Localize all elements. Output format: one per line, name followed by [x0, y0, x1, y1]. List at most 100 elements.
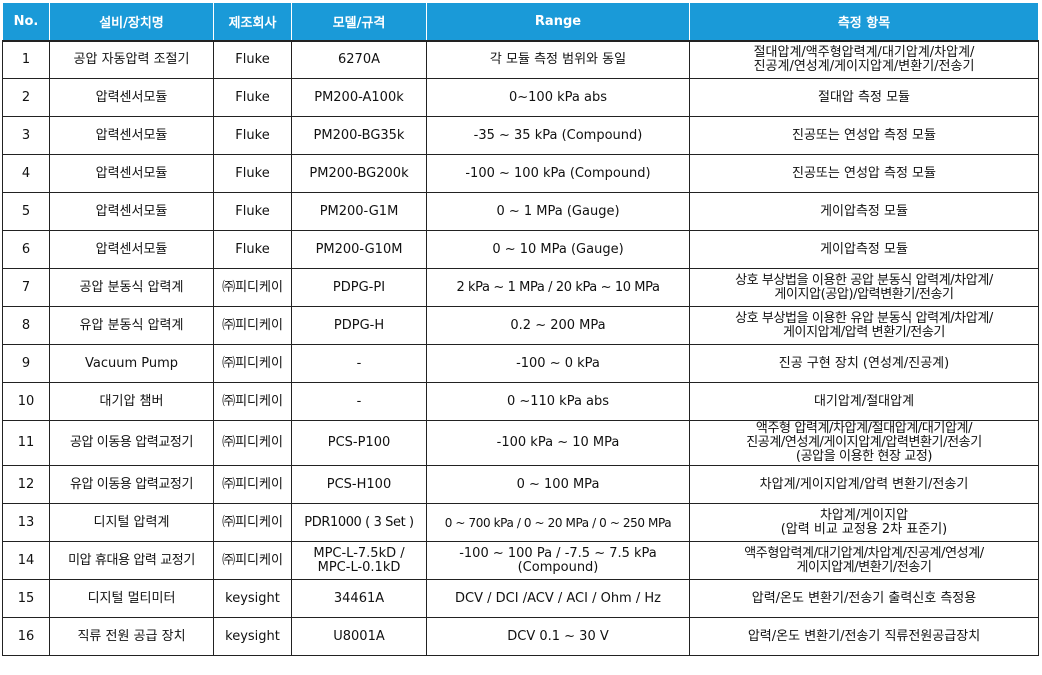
table-row: 9 Vacuum Pump ㈜피디케이 - -100 ~ 0 kPa 진공 구현… [2, 344, 1039, 383]
cell-item: 절대압계/액주형압력계/대기압계/차압계/ 진공계/연성계/게이지압계/변환기/… [689, 40, 1039, 79]
cell-maker: ㈜피디케이 [213, 503, 292, 542]
table-row: 11 공압 이동용 압력교정기 ㈜피디케이 PCS-P100 -100 kPa … [2, 420, 1039, 466]
cell-no: 15 [2, 579, 50, 618]
cell-no: 13 [2, 503, 50, 542]
cell-no: 5 [2, 192, 50, 231]
cell-name: 압력센서모듈 [49, 78, 214, 117]
cell-name: 디지털 멀티미터 [49, 579, 214, 618]
cell-no: 3 [2, 116, 50, 155]
cell-maker: Fluke [213, 116, 292, 155]
table-row: 7 공압 분동식 압력계 ㈜피디케이 PDPG-PI 2 kPa ~ 1 MPa… [2, 268, 1039, 307]
cell-item: 게이압측정 모듈 [689, 230, 1039, 269]
cell-maker: Fluke [213, 154, 292, 193]
cell-model: PCS-H100 [291, 465, 427, 504]
header-measurement-item: 측정 항목 [689, 2, 1039, 42]
cell-maker: Fluke [213, 40, 292, 79]
header-range: Range [426, 2, 690, 42]
cell-no: 10 [2, 382, 50, 421]
cell-name: 공압 분동식 압력계 [49, 268, 214, 307]
cell-item: 차압계/게이지압계/압력 변환기/전송기 [689, 465, 1039, 504]
cell-model: 34461A [291, 579, 427, 618]
cell-model: PDPG-H [291, 306, 427, 345]
table-row: 5 압력센서모듈 Fluke PM200-G1M 0 ~ 1 MPa (Gaug… [2, 192, 1039, 231]
cell-name: 디지털 압력계 [49, 503, 214, 542]
table-row: 14 미압 휴대용 압력 교정기 ㈜피디케이 MPC-L-7.5kD / MPC… [2, 541, 1039, 580]
cell-no: 9 [2, 344, 50, 383]
cell-model: PM200-A100k [291, 78, 427, 117]
cell-maker: ㈜피디케이 [213, 382, 292, 421]
cell-maker: keysight [213, 579, 292, 618]
cell-no: 12 [2, 465, 50, 504]
cell-item: 대기압계/절대압계 [689, 382, 1039, 421]
cell-name: Vacuum Pump [49, 344, 214, 383]
cell-item: 게이압측정 모듈 [689, 192, 1039, 231]
table-row: 12 유압 이동용 압력교정기 ㈜피디케이 PCS-H100 0 ~ 100 M… [2, 465, 1039, 504]
cell-name: 공압 이동용 압력교정기 [49, 420, 214, 466]
cell-model: U8001A [291, 617, 427, 656]
cell-name: 압력센서모듈 [49, 116, 214, 155]
cell-model: MPC-L-7.5kD / MPC-L-0.1kD [291, 541, 427, 580]
cell-item: 진공 구현 장치 (연성계/진공계) [689, 344, 1039, 383]
cell-maker: ㈜피디케이 [213, 306, 292, 345]
cell-range: 0~100 kPa abs [426, 78, 690, 117]
cell-item: 액주형 압력계/차압계/절대압계/대기압계/ 진공계/연성계/게이지압계/압력변… [689, 420, 1039, 466]
header-manufacturer: 제조회사 [213, 2, 292, 42]
cell-range: 0 ~ 1 MPa (Gauge) [426, 192, 690, 231]
cell-maker: ㈜피디케이 [213, 268, 292, 307]
cell-name: 유압 분동식 압력계 [49, 306, 214, 345]
cell-item: 액주형압력계/대기압계/차압계/진공계/연성계/ 게이지압계/변환기/전송기 [689, 541, 1039, 580]
cell-range: 0.2 ~ 200 MPa [426, 306, 690, 345]
cell-model: PM200-G10M [291, 230, 427, 269]
table-row: 2 압력센서모듈 Fluke PM200-A100k 0~100 kPa abs… [2, 78, 1039, 117]
cell-maker: ㈜피디케이 [213, 465, 292, 504]
table-row: 3 압력센서모듈 Fluke PM200-BG35k -35 ~ 35 kPa … [2, 116, 1039, 155]
cell-model: 6270A [291, 40, 427, 79]
cell-name: 압력센서모듈 [49, 154, 214, 193]
header-model: 모델/규격 [291, 2, 427, 42]
cell-model: PDPG-PI [291, 268, 427, 307]
cell-name: 압력센서모듈 [49, 192, 214, 231]
cell-maker: ㈜피디케이 [213, 344, 292, 383]
cell-model: PDR1000 ( 3 Set ) [291, 503, 427, 542]
table-row: 4 압력센서모듈 Fluke PM200-BG200k -100 ~ 100 k… [2, 154, 1039, 193]
table-row: 13 디지털 압력계 ㈜피디케이 PDR1000 ( 3 Set ) 0 ~ 7… [2, 503, 1039, 542]
equipment-table: No. 설비/장치명 제조회사 모델/규격 Range 측정 항목 1 공압 자… [2, 2, 1039, 656]
cell-item: 진공또는 연성압 측정 모듈 [689, 116, 1039, 155]
cell-maker: Fluke [213, 78, 292, 117]
table-row: 16 직류 전원 공급 장치 keysight U8001A DCV 0.1 ~… [2, 617, 1039, 656]
header-equipment-name: 설비/장치명 [49, 2, 214, 42]
cell-range: -100 ~ 100 Pa / -7.5 ~ 7.5 kPa (Compound… [426, 541, 690, 580]
table-header-row: No. 설비/장치명 제조회사 모델/규격 Range 측정 항목 [2, 2, 1039, 42]
table-row: 6 압력센서모듈 Fluke PM200-G10M 0 ~ 10 MPa (Ga… [2, 230, 1039, 269]
cell-range: -100 ~ 0 kPa [426, 344, 690, 383]
cell-maker: keysight [213, 617, 292, 656]
cell-no: 16 [2, 617, 50, 656]
cell-name: 대기압 챔버 [49, 382, 214, 421]
cell-maker: Fluke [213, 192, 292, 231]
cell-model: PM200-G1M [291, 192, 427, 231]
table-row: 8 유압 분동식 압력계 ㈜피디케이 PDPG-H 0.2 ~ 200 MPa … [2, 306, 1039, 345]
cell-name: 압력센서모듈 [49, 230, 214, 269]
cell-range: -100 ~ 100 kPa (Compound) [426, 154, 690, 193]
cell-no: 11 [2, 420, 50, 466]
cell-range: -35 ~ 35 kPa (Compound) [426, 116, 690, 155]
cell-no: 14 [2, 541, 50, 580]
cell-name: 직류 전원 공급 장치 [49, 617, 214, 656]
cell-no: 2 [2, 78, 50, 117]
cell-item: 압력/온도 변환기/전송기 직류전원공급장치 [689, 617, 1039, 656]
cell-model: PCS-P100 [291, 420, 427, 466]
table-row: 15 디지털 멀티미터 keysight 34461A DCV / DCI /A… [2, 579, 1039, 618]
cell-range: DCV / DCI /ACV / ACI / Ohm / Hz [426, 579, 690, 618]
cell-model: - [291, 344, 427, 383]
cell-range: 0 ~110 kPa abs [426, 382, 690, 421]
table-row: 1 공압 자동압력 조절기 Fluke 6270A 각 모듈 측정 범위와 동일… [2, 40, 1039, 79]
cell-model: - [291, 382, 427, 421]
cell-maker: ㈜피디케이 [213, 420, 292, 466]
cell-range: 각 모듈 측정 범위와 동일 [426, 40, 690, 79]
cell-item: 진공또는 연성압 측정 모듈 [689, 154, 1039, 193]
cell-no: 7 [2, 268, 50, 307]
cell-no: 8 [2, 306, 50, 345]
cell-item: 압력/온도 변환기/전송기 출력신호 측정용 [689, 579, 1039, 618]
table-body: 1 공압 자동압력 조절기 Fluke 6270A 각 모듈 측정 범위와 동일… [2, 40, 1039, 656]
cell-no: 6 [2, 230, 50, 269]
